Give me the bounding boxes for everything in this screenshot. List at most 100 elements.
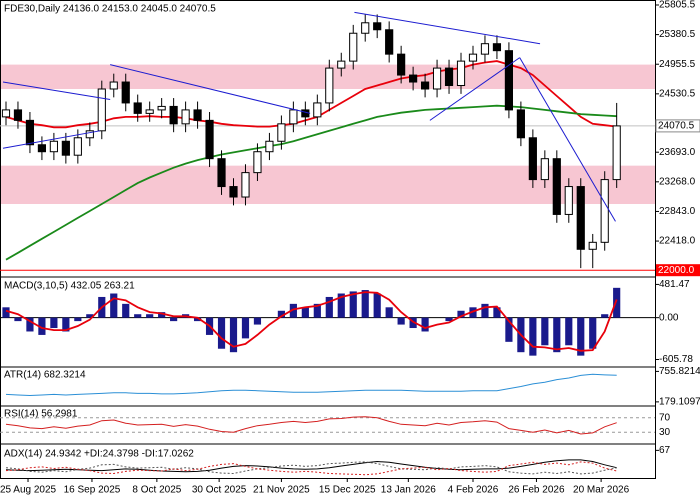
macd-bar [241,317,250,339]
y-tick-label: 25805.5 [659,0,696,11]
macd-bar [601,314,609,318]
adx-title: ADX(14) 24.9342 +DI:24.3798 -DI:17.0262 [4,449,194,460]
y-tick-label: 24530.5 [659,88,696,99]
candle-body [301,109,310,118]
candle-body [49,140,58,153]
macd-bar [38,317,46,335]
y-tick-label: 179.1097 [659,397,700,408]
trend-line [354,11,541,45]
x-tick-label: 26 Feb 2026 [508,485,565,496]
candle-body [217,158,226,188]
candle-body [337,60,346,69]
candle-body [205,119,214,160]
atr-title: ATR(14) 682.3214 [4,370,86,381]
candle-body [25,119,35,146]
candle-body [612,125,621,181]
candle-body [516,109,525,139]
candle-body [528,137,537,181]
macd-bar [553,317,561,353]
candle-body [456,60,466,87]
x-tick-label: 13 Jan 2026 [381,485,436,496]
macd-bar [409,317,417,329]
macd-bar [229,317,238,353]
candle-body [241,172,250,198]
level-label: 22000.0 [658,265,695,276]
macd-bar [277,310,285,318]
y-tick-label: 30 [659,427,671,438]
x-tick-label: 15 Dec 2025 [319,485,376,496]
candle-body [193,109,202,121]
chart-title: FDE30,Daily 24136.0 24153.0 24045.0 2407… [4,4,216,15]
candle-body [552,158,561,215]
candle-body [373,22,382,31]
moving-average [5,60,617,129]
candle-body [97,88,106,132]
last-price-bg [655,119,700,133]
y-tick-label: 23693.0 [659,147,696,158]
macd-bar [14,317,22,322]
macd-bar [86,314,94,318]
candle-body [253,151,262,174]
candle-body [600,179,609,243]
macd-bar [146,314,154,318]
macd-bar [26,317,34,332]
trend-line [110,64,311,114]
macd-title: MACD(3,10,5) 432.05 263.21 [4,281,135,292]
candle-body [145,109,154,114]
y-tick-label: 22843.0 [659,206,696,217]
candle-body [325,67,334,104]
macd-bar [457,310,465,318]
y-tick-label: 481.47 [659,279,690,290]
candle-body [432,67,442,90]
candle-body [468,53,478,62]
macd-bar [158,312,166,318]
macd-bar [589,317,597,349]
macd-bar [493,307,501,318]
macd-bar [170,317,178,322]
candle-body [13,109,23,121]
candle-body [504,50,514,111]
candle-body [444,67,454,87]
macd-bar [122,303,130,318]
macd-bar [361,290,369,318]
y-tick-label: 0.00 [659,312,679,323]
level-label-bg [656,264,700,277]
last-price-label: 24070.5 [658,121,695,132]
macd-bar [50,317,58,329]
macd-bar [289,303,297,318]
y-tick-label: -605.78 [659,354,693,365]
macd-bar [349,291,357,318]
candle-body [133,102,142,114]
macd-bar [445,317,453,322]
x-tick-label: 4 Feb 2026 [448,485,499,496]
x-tick-label: 16 Sep 2025 [64,485,121,496]
macd-bar [373,293,381,318]
macd-bar [541,317,549,346]
candle-body [73,137,82,156]
x-tick-label: 8 Oct 2025 [132,485,181,496]
macd-bar [193,317,202,322]
rsi-line [5,416,617,435]
atr-line [5,373,617,397]
y-tick-label: 22418.0 [659,236,696,247]
candle-body [265,140,274,153]
candle-body [277,123,286,142]
macd-bar [481,303,489,318]
candle-body [420,81,430,90]
trend-line [2,130,101,149]
macd-bar [313,303,321,318]
y-tick-label: 755.8214 [659,366,700,377]
macd-bar [565,317,573,346]
candle-body [157,105,166,111]
candle-body [409,74,418,83]
y-tick-label: 25380.5 [659,29,696,40]
trend-line [2,81,111,100]
macd-bar [385,307,393,318]
candle-body [480,43,490,55]
rsi-title: RSI(14) 56.2981 [4,409,78,420]
macd-bar [134,314,142,318]
candle-body [564,186,573,215]
candle-body [1,109,11,118]
candle-body [121,81,130,104]
